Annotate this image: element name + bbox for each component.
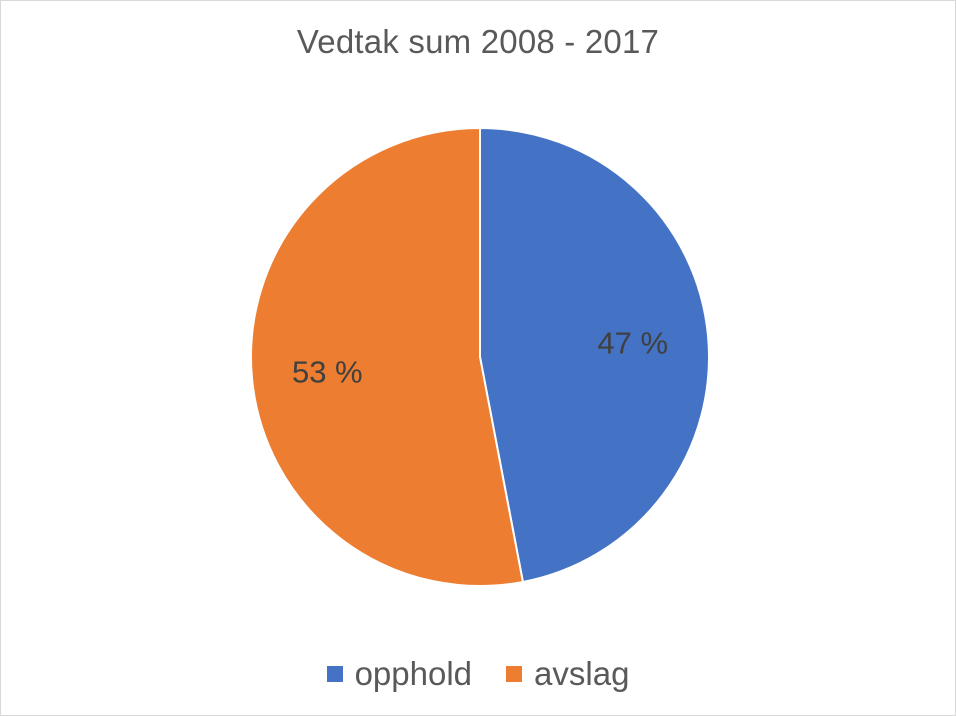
pie-chart: 47 % 53 % xyxy=(250,126,710,587)
legend-item-avslag: avslag xyxy=(506,655,629,693)
legend-label-avslag: avslag xyxy=(534,655,630,692)
legend-swatch-avslag xyxy=(506,666,523,682)
pie-slice-opphold xyxy=(479,126,710,584)
data-label-opphold: 47 % xyxy=(597,326,668,361)
pie-slice-avslag xyxy=(250,126,525,587)
chart-title: Vedtak sum 2008 - 2017 xyxy=(296,23,660,60)
legend-label-opphold: opphold xyxy=(354,655,473,692)
legend-swatch-opphold xyxy=(326,666,343,682)
legend-item-opphold: opphold xyxy=(326,655,473,693)
data-label-avslag: 53 % xyxy=(292,354,363,389)
legend: opphold avslag xyxy=(1,655,955,693)
